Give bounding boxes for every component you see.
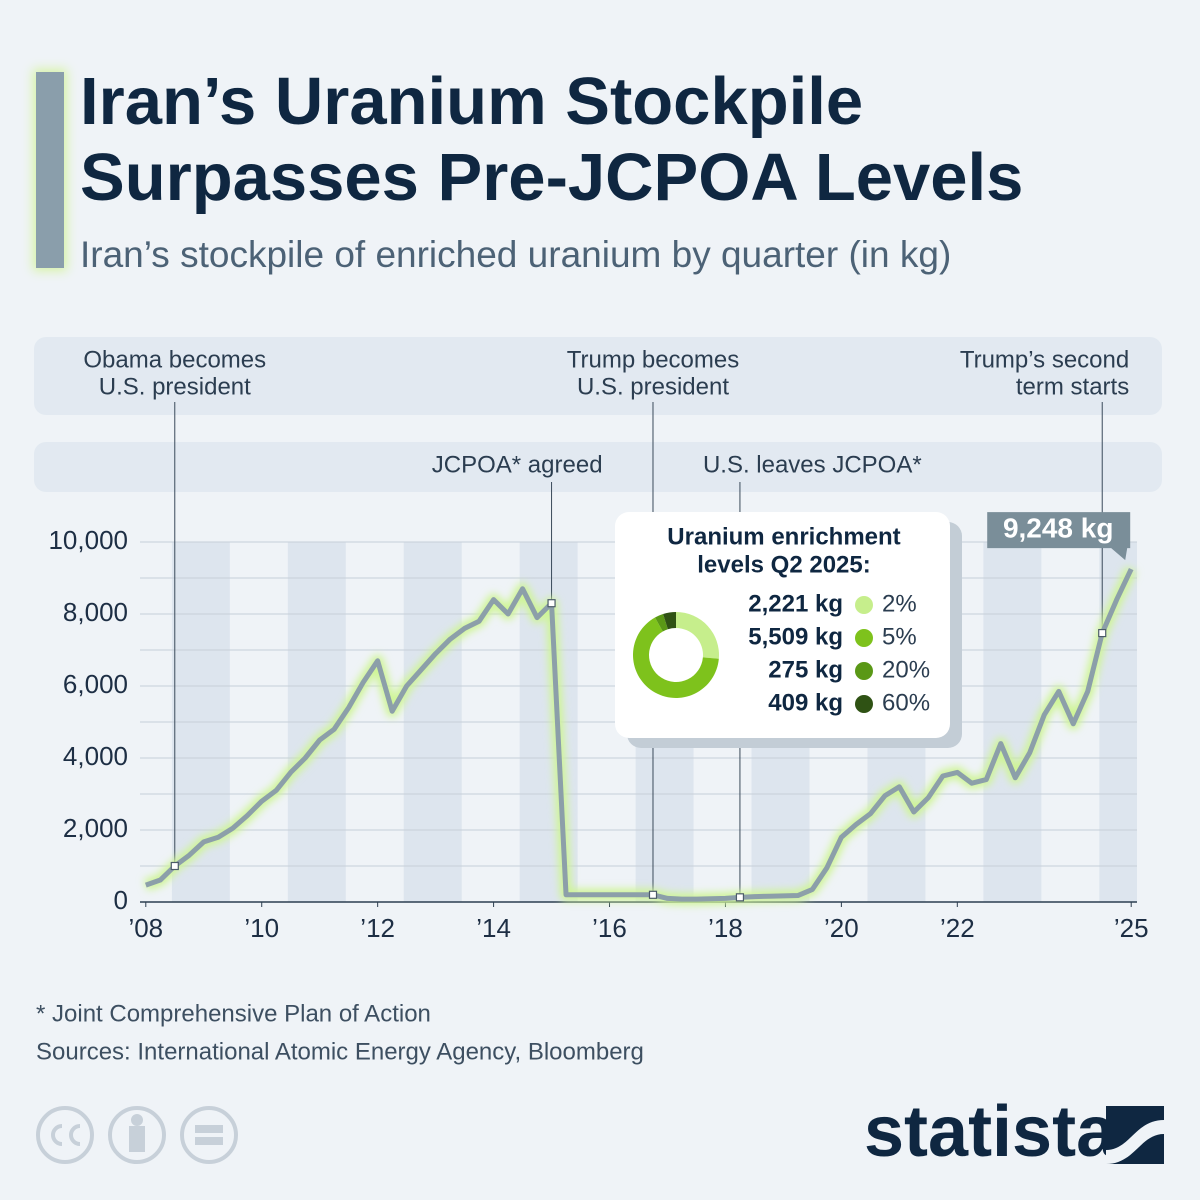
event-label: JCPOA* agreed	[432, 451, 603, 478]
x-tick-label: ’18	[708, 913, 743, 943]
footnote: * Joint Comprehensive Plan of Action	[36, 1000, 431, 1027]
accent-bar	[36, 72, 64, 268]
y-tick-label: 6,000	[63, 669, 128, 699]
x-tick-label: ’14	[476, 913, 511, 943]
x-tick-label: ’25	[1114, 913, 1149, 943]
legend-value: 275 kg	[768, 656, 843, 683]
event-band	[34, 442, 1162, 492]
event-label: Trump’s second	[960, 346, 1129, 373]
event-label: U.S. president	[99, 373, 251, 400]
y-tick-label: 8,000	[63, 597, 128, 627]
donut-segment	[663, 612, 676, 630]
legend-value: 2,221 kg	[748, 590, 843, 617]
donut-segment	[633, 617, 719, 698]
panel-title: levels Q2 2025:	[697, 551, 870, 578]
legend-swatch	[855, 629, 873, 647]
y-tick-label: 2,000	[63, 813, 128, 843]
brand: statista	[864, 1092, 1117, 1172]
legend-label: 5%	[882, 623, 917, 650]
donut-segment	[654, 613, 668, 632]
x-tick-label: ’20	[824, 913, 859, 943]
event-label: term starts	[1016, 373, 1129, 400]
event-band	[34, 337, 1162, 415]
donut-segment	[676, 612, 719, 659]
event-marker	[547, 599, 556, 608]
event-marker	[648, 890, 658, 899]
legend-swatch	[855, 662, 873, 680]
x-tick-label: ’10	[244, 913, 279, 943]
value-callout	[987, 512, 1131, 561]
legend-label: 60%	[882, 689, 930, 716]
y-tick-label: 0	[114, 885, 128, 915]
legend-value: 5,509 kg	[748, 623, 843, 650]
event-label: Obama becomes	[83, 346, 266, 373]
event-marker	[735, 893, 745, 902]
line	[144, 568, 1134, 902]
event-label: Trump becomes	[567, 346, 740, 373]
event-marker	[170, 861, 179, 871]
license-icons	[36, 1106, 238, 1164]
y-tick-label: 10,000	[48, 525, 128, 555]
event-marker	[1098, 628, 1107, 638]
event-label: U.S. president	[577, 373, 729, 400]
legend-label: 2%	[882, 590, 917, 617]
legend-label: 20%	[882, 656, 930, 683]
brand-icon	[1106, 1106, 1164, 1164]
panel-title: Uranium enrichment	[667, 523, 900, 550]
event-label: U.S. leaves JCPOA*	[703, 451, 922, 478]
legend-swatch	[855, 596, 873, 614]
x-tick-label: ’22	[940, 913, 975, 943]
x-tick-label: ’12	[360, 913, 395, 943]
legend-value: 409 kg	[768, 689, 843, 716]
x-tick-label: ’08	[128, 913, 163, 943]
legend-swatch	[855, 695, 873, 713]
x-tick-label: ’16	[592, 913, 627, 943]
chart-title: Iran’s Uranium Stockpile Surpasses Pre-J…	[80, 64, 1024, 215]
value-label: 9,248 kg	[1003, 512, 1114, 543]
y-tick-label: 4,000	[63, 741, 128, 771]
chart-subtitle: Iran’s stockpile of enriched uranium by …	[80, 234, 952, 275]
source: Sources: International Atomic Energy Age…	[36, 1038, 644, 1065]
